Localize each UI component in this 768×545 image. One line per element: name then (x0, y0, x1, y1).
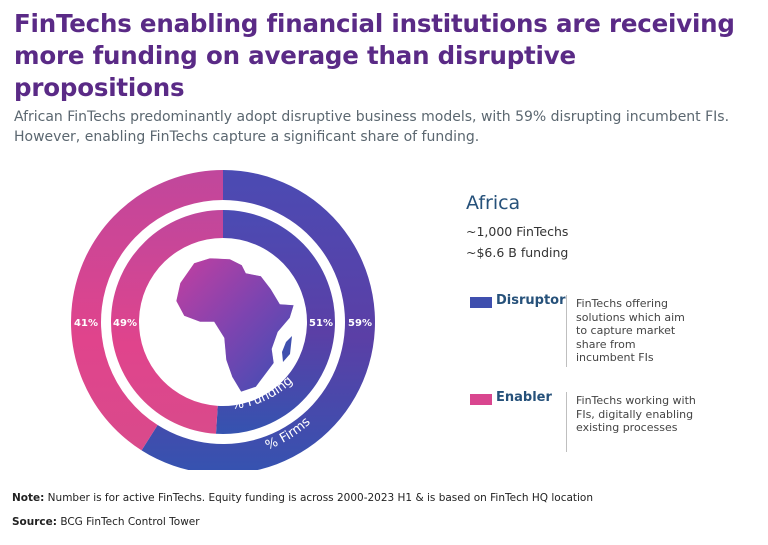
legend-label-disruptor: Disruptor (496, 293, 566, 308)
funding-total: ~$6.6 B funding (466, 245, 569, 260)
nested-donut-chart: % Funding % Firms 59%41% 51%49% (71, 170, 375, 470)
outer-ring-disruptor-slice (141, 170, 375, 470)
inner-ring-enabler-value-label: 49% (113, 318, 137, 329)
legend-label-enabler: Enabler (496, 390, 552, 405)
footnote-source: Source: BCG FinTech Control Tower (12, 516, 200, 528)
outer-ring-enabler-slice (71, 170, 223, 451)
inner-ring-disruptor-value-label: 51% (309, 318, 333, 329)
region-title: Africa (466, 192, 521, 214)
inner-ring-enabler-slice (110, 210, 223, 434)
inner-ring-disruptor-slice (215, 210, 335, 434)
legend-divider (566, 295, 567, 367)
footnote-note: Note: Number is for active FinTechs. Equ… (12, 492, 594, 504)
page-subtitle: African FinTechs predominantly adopt dis… (14, 109, 730, 145)
legend-desc-enabler: FinTechs working with FIs, digitally ena… (576, 394, 696, 434)
fintech-count: ~1,000 FinTechs (466, 224, 569, 239)
africa-map-icon (175, 257, 295, 393)
outer-ring-enabler-value-label: 41% (74, 318, 98, 329)
enabler-swatch (470, 394, 492, 405)
madagascar-icon (282, 336, 292, 362)
disruptor-swatch (470, 297, 492, 308)
outer-ring-disruptor-value-label: 59% (348, 318, 372, 329)
legend-desc-disruptor: FinTechs offering solutions which aim to… (576, 297, 685, 364)
legend-divider (566, 392, 567, 452)
page-title: FinTechs enabling financial institutions… (14, 9, 735, 102)
